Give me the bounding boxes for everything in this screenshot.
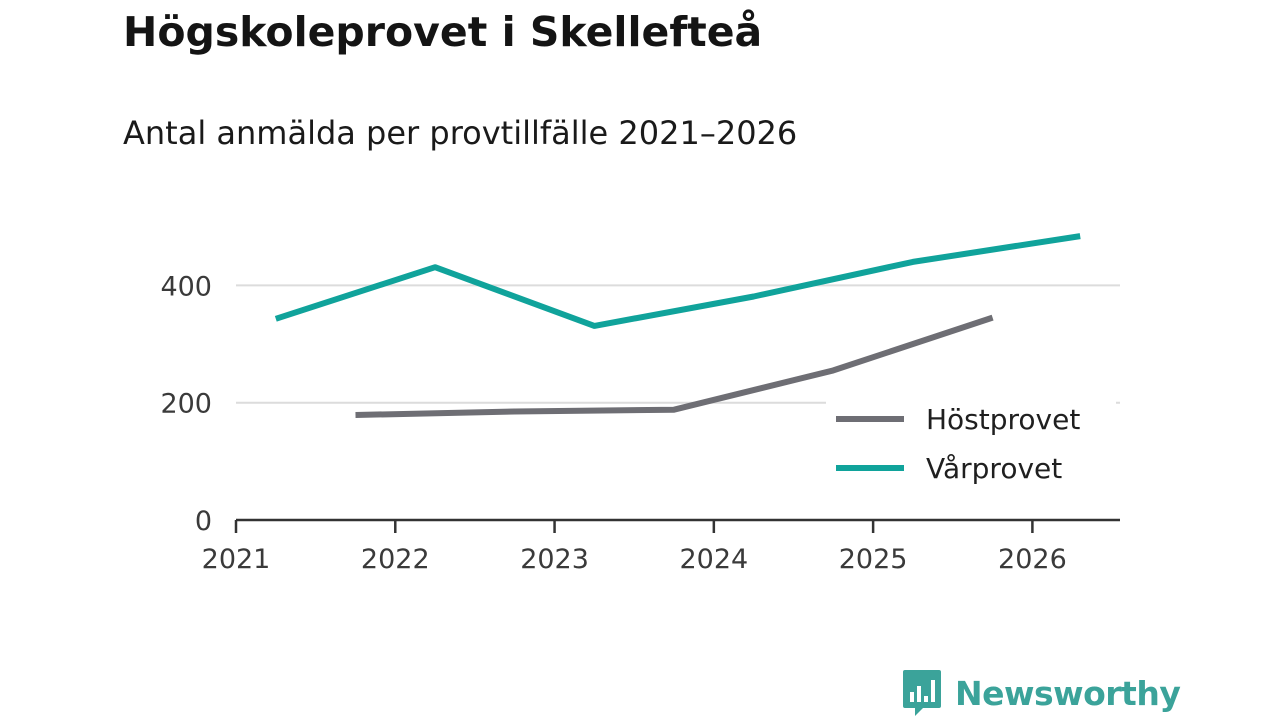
- chart-title: Högskoleprovet i Skellefteå: [123, 8, 763, 56]
- x-tick-label: 2023: [520, 544, 589, 575]
- legend-label: Höstprovet: [926, 403, 1080, 436]
- x-tick-label: 2024: [679, 544, 748, 575]
- series-line-varprovet: [274, 233, 1081, 329]
- x-tick-label: 2022: [361, 544, 430, 575]
- brand-name: Newsworthy: [955, 673, 1181, 713]
- line-chart: 0 200 400 2021 2022 2023 2024 2025 2026 Höstprove…: [160, 233, 1120, 575]
- x-tick-label: 2025: [839, 544, 908, 575]
- brand-logo: Newsworthy: [901, 668, 1181, 718]
- legend-background: [826, 396, 1116, 496]
- y-tick-label: 200: [160, 389, 212, 420]
- x-tick-label: 2026: [998, 544, 1067, 575]
- legend-label: Vårprovet: [926, 452, 1062, 485]
- chart-subtitle: Antal anmälda per provtillfälle 2021–202…: [123, 114, 798, 152]
- y-tick-label: 400: [160, 271, 212, 302]
- series-line-hostprovet: [355, 314, 994, 418]
- x-tick-label: 2021: [202, 544, 271, 575]
- y-tick-label: 0: [195, 506, 212, 537]
- bar-chart-speech-bubble-icon: [903, 670, 941, 716]
